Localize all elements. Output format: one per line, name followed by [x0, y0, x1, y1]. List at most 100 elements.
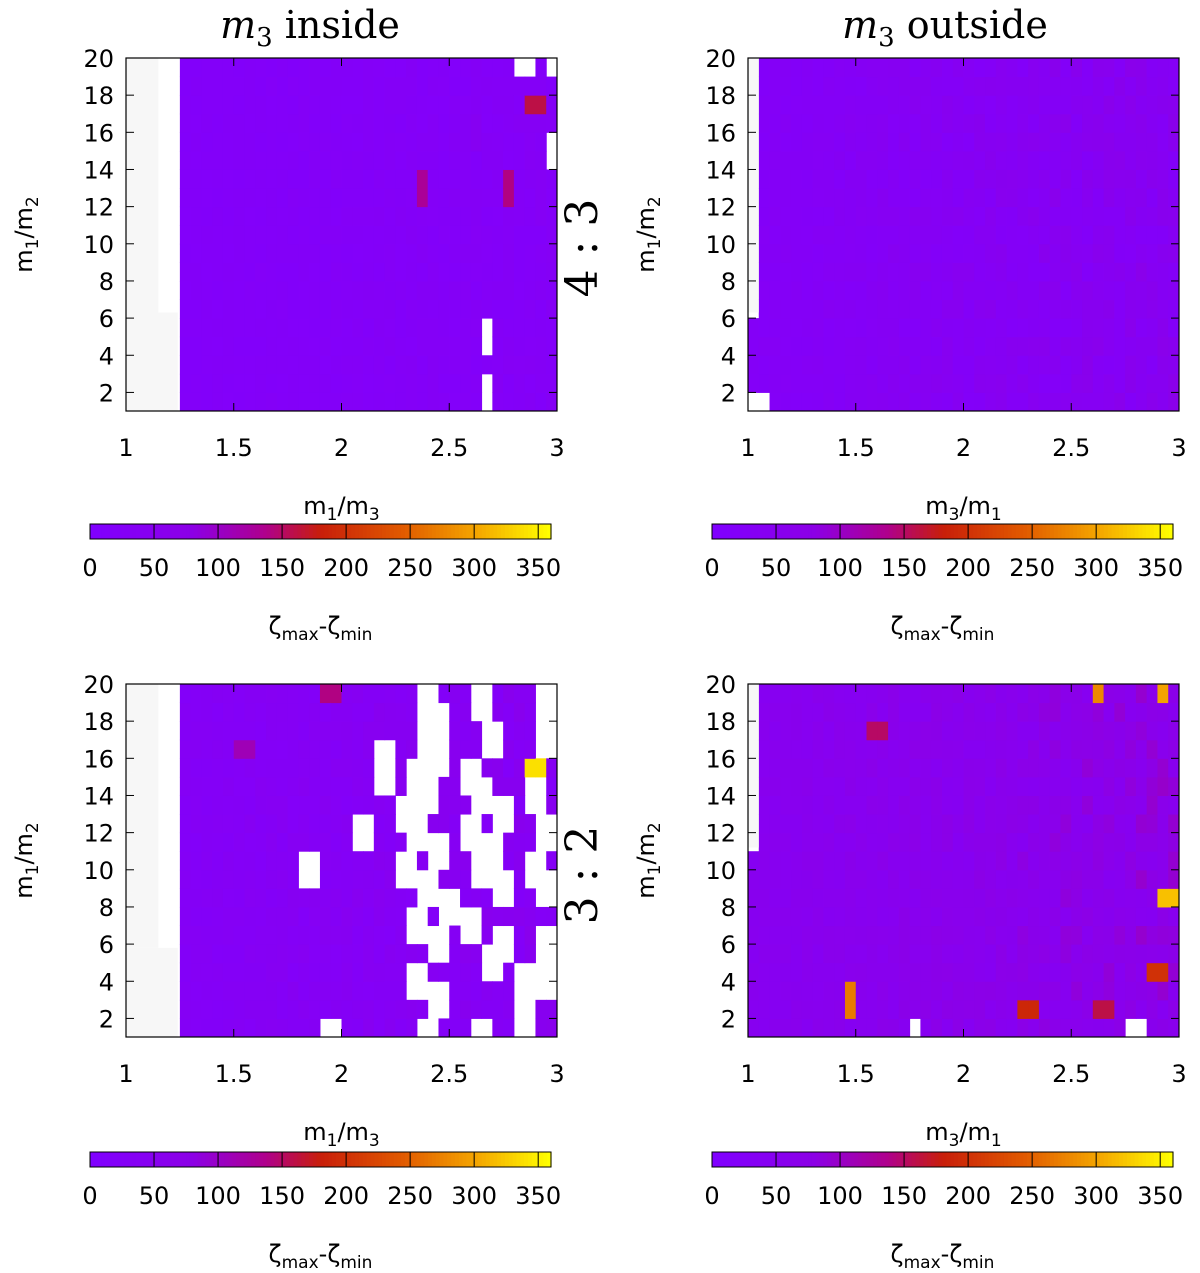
heatmap-cell: [212, 132, 224, 152]
colorbar-swatch: [973, 1152, 978, 1167]
heatmap-cell: [769, 58, 781, 78]
heatmap-cell: [266, 702, 278, 722]
heatmap-cell: [877, 906, 889, 927]
heatmap-cell: [963, 355, 975, 375]
heatmap-cell: [920, 999, 932, 1019]
heatmap-cell: [1135, 888, 1148, 908]
heatmap-cell: [952, 150, 965, 170]
heatmap-cell: [866, 906, 878, 927]
colorbar-swatch: [370, 524, 375, 539]
heatmap-cell: [190, 888, 202, 908]
heatmap-cell: [780, 1018, 792, 1038]
heatmap-cell: [309, 758, 321, 778]
heatmap-cell: [844, 225, 857, 245]
colorbar-swatch: [189, 1152, 195, 1167]
heatmap-cell: [963, 76, 975, 96]
heatmap-cell: [524, 206, 536, 226]
heatmap-cell: [877, 758, 889, 778]
heatmap-cell: [352, 113, 364, 133]
heatmap-cell: [373, 888, 386, 908]
heatmap-cell: [812, 999, 824, 1019]
heatmap-cell: [855, 113, 868, 133]
colorbar-swatch: [854, 524, 859, 539]
heatmap-cell: [1028, 318, 1040, 338]
heatmap-cell: [373, 318, 386, 338]
heatmap-cell: [801, 1018, 814, 1038]
heatmap-cell: [201, 169, 213, 189]
colorbar-swatch: [881, 524, 886, 539]
heatmap-cell: [1157, 280, 1169, 301]
heatmap-cell: [266, 132, 278, 152]
heatmap-cell: [995, 814, 1008, 834]
heatmap-cell: [524, 76, 536, 96]
heatmap-cell: [855, 832, 868, 852]
heatmap-cell: [1038, 702, 1051, 722]
heatmap-cell: [995, 684, 1008, 704]
heatmap-cell: [460, 95, 472, 115]
heatmap-cell: [1125, 721, 1137, 741]
heatmap-cell: [470, 355, 483, 375]
colorbar-swatch: [738, 524, 744, 539]
colorbar-swatch: [116, 524, 122, 539]
heatmap-cell: [190, 851, 202, 871]
heatmap-cell: [995, 188, 1008, 208]
heatmap-cell: [920, 869, 932, 889]
colorbar-swatch: [182, 1152, 187, 1167]
heatmap-cell: [503, 225, 515, 245]
heatmap-cell: [179, 906, 192, 927]
heatmap-cell: [341, 299, 353, 319]
heatmap-cell: [834, 962, 846, 982]
y-tick-label: 10: [705, 231, 736, 259]
heatmap-cell: [888, 925, 900, 945]
heatmap-cell: [1114, 832, 1126, 852]
heatmap-cell: [941, 981, 954, 1001]
colorbar-swatch: [911, 524, 917, 539]
heatmap-cell: [920, 318, 932, 338]
heatmap-cell: [769, 702, 781, 722]
heatmap-cell: [1049, 962, 1061, 982]
heatmap-cell: [898, 373, 911, 393]
heatmap-cell: [748, 1018, 760, 1038]
heatmap-cell: [363, 225, 375, 245]
colorbar-swatch: [761, 1152, 767, 1167]
heatmap-cell: [801, 776, 814, 796]
heatmap-cell: [1038, 1018, 1051, 1038]
heatmap-cell: [758, 262, 771, 282]
colorbar-swatch: [159, 1152, 164, 1167]
colorbar-swatch: [378, 524, 383, 539]
heatmap-cell: [748, 318, 760, 338]
colorbar-swatch: [416, 524, 421, 539]
heatmap-cell: [1114, 758, 1126, 778]
heatmap-cell: [1135, 906, 1148, 927]
heatmap-cell: [406, 999, 418, 1019]
heatmap-cell: [266, 169, 278, 189]
colorbar-swatch: [792, 1152, 798, 1167]
heatmap-cell: [985, 262, 997, 282]
heatmap-cell: [844, 702, 857, 722]
colorbar-swatch: [804, 1152, 809, 1167]
heatmap-cell: [406, 684, 418, 704]
heatmap-cell: [1028, 355, 1040, 375]
heatmap-cell: [995, 58, 1008, 78]
heatmap-cell: [866, 262, 878, 282]
heatmap-cell: [1049, 280, 1061, 301]
colorbar-swatch: [996, 1152, 1001, 1167]
heatmap-cell: [460, 113, 472, 133]
heatmap-cell: [780, 243, 792, 263]
colorbar-tick-label: 0: [82, 554, 97, 582]
heatmap-cell: [470, 150, 483, 170]
heatmap-cell: [395, 318, 407, 338]
heatmap-cell: [1028, 113, 1040, 133]
heatmap-cell: [470, 262, 483, 282]
colorbar-swatch: [796, 1152, 801, 1167]
heatmap-cell: [255, 243, 267, 263]
heatmap-cell: [963, 392, 975, 412]
colorbar-swatch: [819, 1152, 825, 1167]
heatmap-cell: [920, 832, 932, 852]
heatmap-cell: [909, 981, 921, 1001]
heatmap-cell: [244, 188, 256, 208]
heatmap-cell: [244, 739, 256, 759]
heatmap-cell: [244, 795, 256, 815]
heatmap-cell: [1006, 188, 1018, 208]
